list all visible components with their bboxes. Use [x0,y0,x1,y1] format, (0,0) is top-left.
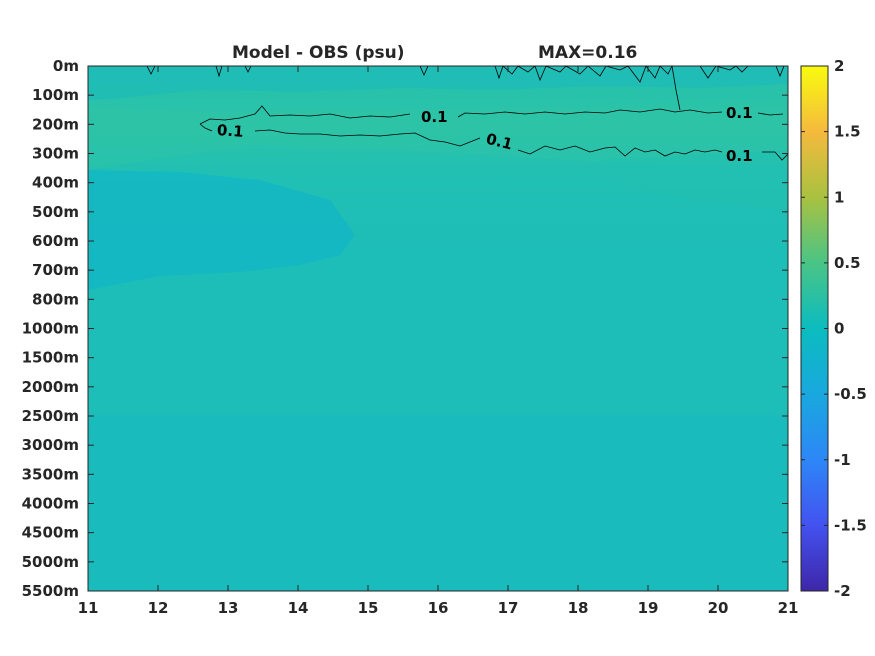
y-tick-label: 300m [32,145,79,163]
x-tick-label: 17 [498,599,519,617]
contour-line [457,108,723,118]
heatmap-plot-area [88,66,788,591]
chart-title: Model - OBS (psu) [232,43,405,63]
y-tick-label: 1500m [22,349,79,367]
contour-line [699,66,749,79]
contour-line [199,123,213,132]
y-tick-label: 100m [32,86,79,104]
y-tick-label: 700m [32,261,79,279]
contour-line [146,66,156,75]
colorbar-gradient [801,66,828,591]
surface-low-band [88,66,788,100]
max-value-annotation: MAX=0.16 [538,43,637,63]
subsurface-high-band [88,100,788,170]
x-tick-label: 14 [288,599,309,617]
colorbar-tick-label: 1 [834,188,844,206]
contour-line [215,66,223,78]
y-tick-label: 200m [32,115,79,133]
y-tick-label: 400m [32,174,79,192]
y-tick-label: 4500m [22,524,79,542]
contour-label: 0.1 [421,108,448,126]
y-tick-label: 5000m [22,553,79,571]
contour-line [775,66,785,78]
upper-right-high-patch [600,150,788,210]
colorbar: 2 1.5 1 0.5 0 -0.5 -1 -1.5 -2 [800,57,867,600]
x-axis-ticks: 11 12 13 14 15 16 17 18 19 20 21 [78,66,799,617]
contour-line [762,151,788,161]
x-tick-label: 19 [638,599,659,617]
colorbar-tick-label: 0.5 [834,254,861,272]
contour-label: 0.1 [484,130,514,154]
y-tick-label: 4000m [22,495,79,513]
colorbar-tick-label: 0 [834,320,844,338]
colorbar-tick-label: 2 [834,57,844,75]
contour-line [757,112,784,116]
y-tick-label: 0m [53,57,79,75]
y-tick-label: 3000m [22,436,79,454]
contour-line [254,129,481,147]
contour-line [517,145,723,157]
colorbar-tick-label: -2 [834,582,851,600]
mid-depth-low-patch [88,170,355,290]
x-tick-label: 20 [708,599,729,617]
x-tick-label: 21 [778,599,799,617]
y-tick-label: 3500m [22,465,79,483]
colorbar-tick-label: -1 [834,451,851,469]
x-tick-label: 16 [428,599,449,617]
contour-label: 0.1 [726,147,753,165]
x-tick-label: 18 [568,599,589,617]
y-axis-ticks: 0m 100m 200m 300m 400m 500m 600m 700m 800m 1000m 1… [22,57,788,600]
colorbar-ticks: 2 1.5 1 0.5 0 -0.5 -1 -1.5 -2 [801,57,867,600]
y-tick-label: 800m [32,290,79,308]
y-tick-label: 1000m [22,320,79,338]
colorbar-tick-label: 1.5 [834,123,861,141]
x-tick-label: 12 [148,599,169,617]
y-tick-label: 500m [32,203,79,221]
contour-line [199,105,411,125]
contour-line [494,66,673,83]
y-tick-label: 600m [32,232,79,250]
colorbar-tick-label: -0.5 [834,385,867,403]
y-tick-label: 2500m [22,407,79,425]
contour-label: 0.1 [726,104,753,122]
contour-lines [146,66,788,161]
colorbar-tick-label: -1.5 [834,516,867,534]
contour-line [671,66,681,111]
contour-label: 0.1 [216,121,244,141]
contour-line [244,66,252,73]
contour-line [419,66,429,76]
y-tick-label: 5500m [22,582,79,600]
y-tick-label: 2000m [22,378,79,396]
x-tick-label: 11 [78,599,99,617]
x-tick-label: 13 [218,599,239,617]
x-tick-label: 15 [358,599,379,617]
